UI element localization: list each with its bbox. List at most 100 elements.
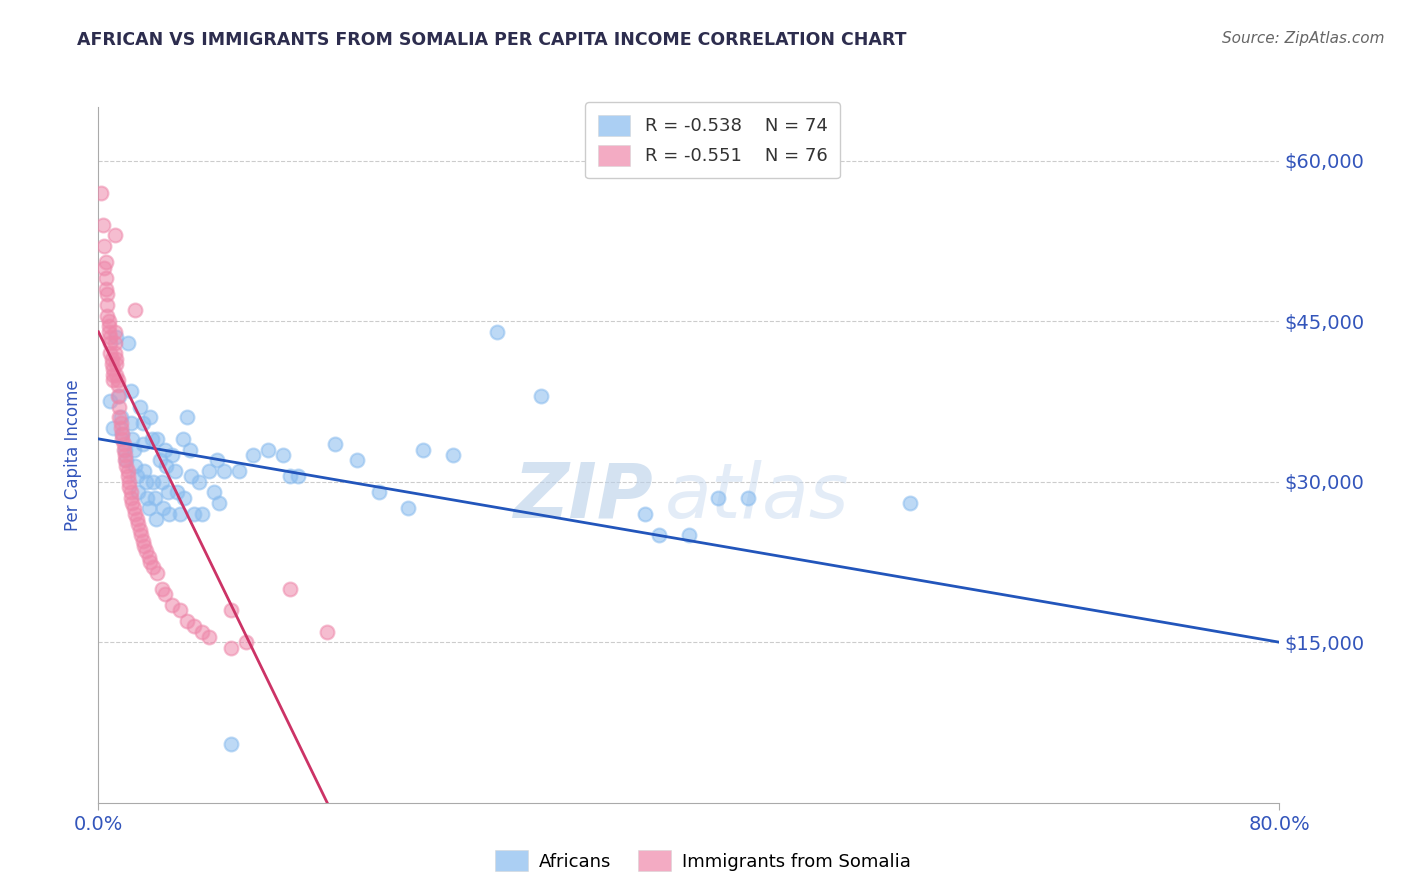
Point bbox=[105, 368, 128, 382]
Point bbox=[97, 319, 120, 334]
Point bbox=[530, 389, 553, 403]
Point bbox=[124, 458, 146, 473]
Point bbox=[107, 373, 129, 387]
Point bbox=[103, 368, 125, 382]
Point bbox=[242, 448, 264, 462]
Point bbox=[235, 635, 257, 649]
Point bbox=[104, 346, 127, 360]
Point bbox=[176, 410, 198, 425]
Text: AFRICAN VS IMMIGRANTS FROM SOMALIA PER CAPITA INCOME CORRELATION CHART: AFRICAN VS IMMIGRANTS FROM SOMALIA PER C… bbox=[77, 31, 907, 49]
Point bbox=[441, 448, 464, 462]
Point bbox=[104, 228, 127, 243]
Point bbox=[98, 330, 121, 344]
Point bbox=[94, 271, 117, 285]
Point bbox=[162, 598, 183, 612]
Legend: Africans, Immigrants from Somalia: Africans, Immigrants from Somalia bbox=[488, 843, 918, 879]
Point bbox=[121, 496, 143, 510]
Point bbox=[166, 485, 188, 500]
Point bbox=[108, 410, 131, 425]
Point bbox=[103, 373, 125, 387]
Point bbox=[165, 464, 187, 478]
Point bbox=[98, 346, 121, 360]
Point bbox=[156, 485, 179, 500]
Point bbox=[157, 507, 180, 521]
Point bbox=[112, 437, 135, 451]
Point bbox=[104, 335, 127, 350]
Point bbox=[117, 464, 139, 478]
Point bbox=[145, 512, 167, 526]
Point bbox=[142, 475, 165, 489]
Point bbox=[120, 384, 142, 398]
Point bbox=[98, 394, 121, 409]
Point bbox=[110, 421, 132, 435]
Point bbox=[111, 426, 134, 441]
Point bbox=[135, 544, 157, 558]
Point bbox=[198, 630, 221, 644]
Point bbox=[180, 469, 202, 483]
Point bbox=[150, 582, 173, 596]
Point bbox=[280, 582, 302, 596]
Point bbox=[143, 491, 166, 505]
Point bbox=[221, 737, 243, 751]
Legend: R = -0.538    N = 74, R = -0.551    N = 76: R = -0.538 N = 74, R = -0.551 N = 76 bbox=[585, 103, 841, 178]
Point bbox=[900, 496, 922, 510]
Point bbox=[737, 491, 759, 505]
Point bbox=[141, 432, 163, 446]
Point bbox=[134, 464, 156, 478]
Point bbox=[132, 533, 155, 548]
Point bbox=[208, 496, 231, 510]
Point bbox=[124, 507, 146, 521]
Point bbox=[114, 448, 136, 462]
Point bbox=[103, 421, 125, 435]
Point bbox=[198, 464, 221, 478]
Point bbox=[257, 442, 280, 457]
Y-axis label: Per Capita Income: Per Capita Income bbox=[65, 379, 83, 531]
Point bbox=[114, 453, 136, 467]
Point bbox=[118, 475, 141, 489]
Point bbox=[128, 523, 150, 537]
Point bbox=[117, 335, 139, 350]
Point bbox=[139, 410, 162, 425]
Point bbox=[96, 309, 118, 323]
Point bbox=[280, 469, 302, 483]
Point bbox=[221, 640, 243, 655]
Point bbox=[105, 351, 128, 366]
Point bbox=[212, 464, 235, 478]
Point bbox=[105, 357, 128, 371]
Point bbox=[138, 549, 160, 564]
Point bbox=[98, 335, 121, 350]
Text: atlas: atlas bbox=[665, 459, 849, 533]
Point bbox=[648, 528, 671, 542]
Point bbox=[111, 426, 134, 441]
Point bbox=[183, 507, 205, 521]
Point bbox=[155, 458, 177, 473]
Point bbox=[105, 330, 128, 344]
Point bbox=[122, 501, 145, 516]
Point bbox=[139, 555, 162, 569]
Point bbox=[135, 475, 157, 489]
Point bbox=[94, 255, 117, 269]
Point bbox=[115, 453, 138, 467]
Point bbox=[191, 507, 214, 521]
Point bbox=[173, 491, 195, 505]
Point bbox=[187, 475, 209, 489]
Point bbox=[100, 357, 122, 371]
Point bbox=[287, 469, 309, 483]
Point bbox=[634, 507, 657, 521]
Point bbox=[486, 325, 509, 339]
Point bbox=[149, 453, 172, 467]
Point bbox=[152, 501, 174, 516]
Point bbox=[169, 507, 191, 521]
Text: Source: ZipAtlas.com: Source: ZipAtlas.com bbox=[1222, 31, 1385, 46]
Point bbox=[110, 410, 132, 425]
Point bbox=[153, 442, 176, 457]
Point bbox=[127, 517, 149, 532]
Point bbox=[707, 491, 730, 505]
Point bbox=[179, 442, 201, 457]
Point bbox=[93, 239, 115, 253]
Point bbox=[138, 501, 160, 516]
Point bbox=[132, 437, 155, 451]
Point bbox=[108, 389, 131, 403]
Point bbox=[346, 453, 368, 467]
Point bbox=[115, 458, 138, 473]
